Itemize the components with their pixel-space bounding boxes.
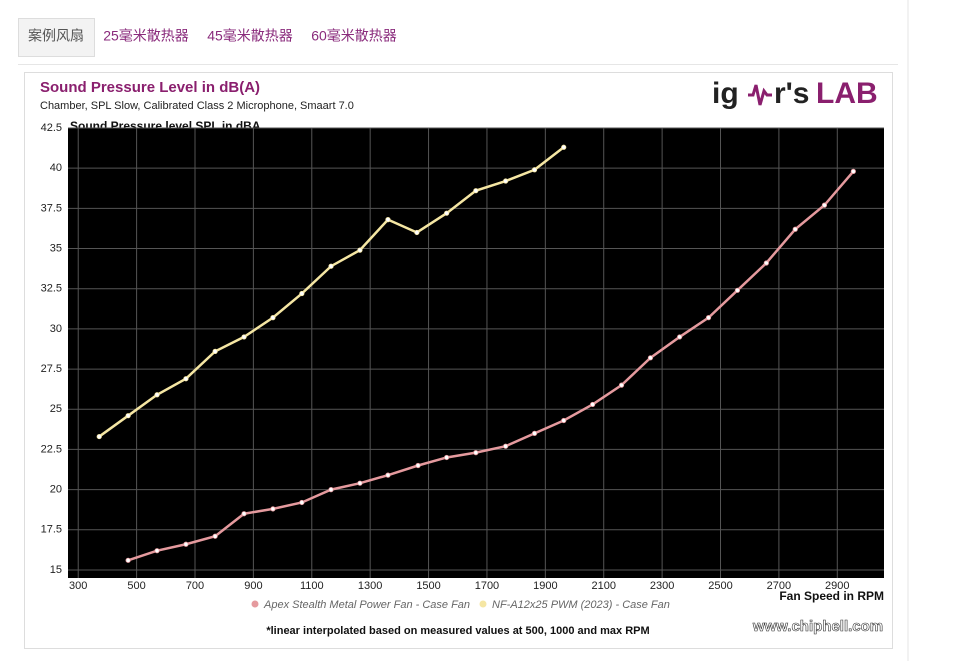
data-point (503, 178, 509, 184)
data-point (154, 392, 160, 398)
data-point (357, 480, 363, 486)
data-point (473, 188, 479, 194)
y-tick-label: 27.5 (41, 363, 62, 375)
x-tick-label: 2300 (650, 580, 674, 592)
data-point (618, 382, 625, 388)
data-point (561, 144, 567, 150)
data-point (647, 355, 654, 361)
x-tick-label: 1900 (533, 580, 557, 592)
x-tick-label: 700 (186, 580, 204, 592)
legend-label: NF-A12x25 PWM (2023) - Case Fan (492, 599, 670, 611)
logo-lab: LAB (816, 77, 878, 110)
y-tick-label: 25 (50, 403, 62, 415)
data-point (385, 217, 391, 223)
legend-label: Apex Stealth Metal Power Fan - Case Fan (263, 599, 470, 611)
data-point (414, 229, 420, 236)
data-point (299, 499, 305, 506)
chart-title: Sound Pressure Level in dB(A) (40, 79, 260, 96)
data-point (328, 263, 334, 269)
active-tab-bg (18, 18, 95, 57)
logo-right: r's (774, 77, 810, 110)
data-point (96, 433, 102, 440)
data-point (415, 462, 421, 469)
x-tick-label: 2900 (825, 580, 849, 592)
data-point (299, 290, 305, 297)
data-point (705, 315, 712, 321)
data-point (125, 557, 131, 563)
footnote: *linear interpolated based on measured v… (266, 625, 649, 637)
data-point (385, 472, 391, 478)
data-point (270, 506, 276, 512)
tab[interactable]: 25毫米散热器 (103, 28, 189, 44)
data-point (241, 334, 247, 340)
x-tick-label: 900 (244, 580, 262, 592)
data-point (270, 315, 276, 321)
legend-marker (251, 600, 259, 608)
y-tick-label: 32.5 (41, 283, 62, 295)
y-tick-label: 35 (50, 242, 62, 254)
series-line (127, 170, 855, 562)
tab[interactable]: 案例风扇 (28, 28, 84, 44)
logo-heart (748, 84, 772, 106)
y-tick-label: 17.5 (41, 524, 62, 536)
data-point (677, 334, 683, 340)
x-axis-label: Fan Speed in RPM (779, 589, 884, 603)
x-tick-label: 2700 (767, 580, 791, 592)
data-point (212, 348, 218, 354)
data-point (125, 413, 131, 419)
data-point (734, 287, 741, 293)
y-tick-label: 40 (50, 162, 62, 174)
y-tick-label: 20 (50, 484, 62, 496)
x-tick-label: 1100 (300, 580, 324, 592)
data-point (850, 168, 856, 174)
data-point (212, 533, 218, 539)
data-point (561, 417, 567, 424)
data-point (328, 487, 334, 493)
data-point (821, 202, 828, 208)
y-tick-label: 15 (50, 564, 62, 576)
data-point (503, 443, 509, 449)
data-point (531, 430, 538, 436)
y-tick-label: 37.5 (41, 202, 62, 214)
data-point (590, 401, 596, 408)
plot-area (68, 128, 884, 578)
chart-subtitle: Chamber, SPL Slow, Calibrated Class 2 Mi… (40, 100, 354, 112)
y-tick-label: 30 (50, 323, 62, 335)
data-point (473, 450, 479, 456)
data-point (154, 548, 160, 554)
legend-marker (479, 600, 487, 608)
x-tick-label: 1300 (358, 580, 382, 592)
x-tick-label: 1700 (475, 580, 499, 592)
data-point (183, 376, 189, 382)
watermark: www.chiphell.com (752, 618, 883, 635)
y-tick-label: 42.5 (41, 122, 62, 134)
data-point (444, 210, 450, 216)
data-point (183, 541, 189, 547)
x-tick-label: 500 (127, 580, 145, 592)
data-point (531, 167, 538, 173)
x-tick-label: 300 (69, 580, 87, 592)
data-point (357, 247, 363, 253)
x-tick-label: 2100 (591, 580, 615, 592)
data-point (444, 454, 450, 461)
x-tick-label: 1500 (416, 580, 440, 592)
data-point (763, 260, 769, 266)
x-tick-label: 2500 (708, 580, 732, 592)
data-point (792, 226, 798, 232)
logo-left: ig (712, 77, 739, 110)
tab[interactable]: 45毫米散热器 (207, 28, 293, 44)
data-point (241, 511, 247, 517)
y-tick-label: 22.5 (41, 443, 62, 455)
tab[interactable]: 60毫米散热器 (311, 28, 397, 44)
